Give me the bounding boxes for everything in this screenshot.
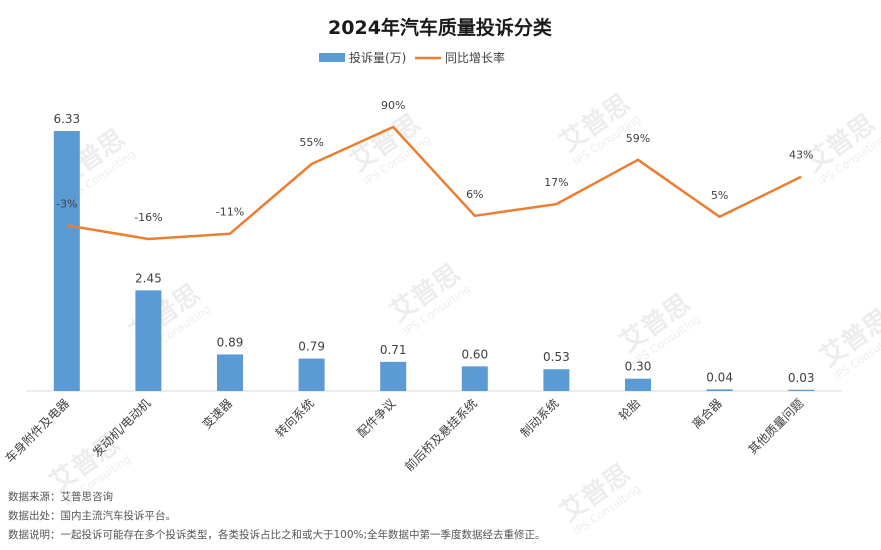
category-label: 离合器 bbox=[689, 396, 725, 432]
category-label: 制动系统 bbox=[518, 396, 562, 440]
legend: 投诉量(万) 同比增长率 bbox=[319, 50, 505, 65]
growth-value-label: 43% bbox=[789, 149, 813, 162]
bar-value-label: 0.89 bbox=[217, 335, 244, 349]
bar-series bbox=[53, 131, 815, 391]
growth-value-label: 90% bbox=[381, 99, 405, 112]
note-explanation: 数据说明：一起投诉可能存在多个投诉类型，各类投诉占比之和或大于100%;全年数据… bbox=[8, 528, 546, 541]
category-label: 车身附件及电器 bbox=[2, 396, 72, 466]
bar bbox=[625, 378, 651, 391]
line-data-labels: -3% -16% -11% 55% 90% 6% 17% 59% 5% 43% bbox=[56, 99, 813, 224]
bar bbox=[461, 366, 488, 391]
legend-line-label: 同比增长率 bbox=[445, 50, 505, 65]
growth-value-label: 59% bbox=[626, 132, 650, 145]
legend-bar-swatch bbox=[319, 53, 345, 62]
bar-value-label: 0.71 bbox=[380, 343, 407, 357]
category-label: 变速器 bbox=[199, 396, 235, 432]
growth-value-label: -11% bbox=[216, 206, 244, 219]
growth-value-label: 6% bbox=[466, 188, 483, 201]
growth-value-label: 55% bbox=[299, 136, 323, 149]
bar bbox=[135, 290, 162, 391]
bar bbox=[217, 354, 243, 391]
bar-value-label: 0.03 bbox=[788, 371, 815, 385]
bar-value-label: 0.30 bbox=[625, 360, 652, 374]
bar bbox=[298, 358, 325, 391]
bar-value-label: 0.04 bbox=[706, 370, 733, 384]
legend-bar-label: 投诉量(万) bbox=[349, 50, 406, 65]
bar-value-label: 0.79 bbox=[298, 340, 325, 354]
bar bbox=[53, 131, 80, 391]
bar-value-label: 2.45 bbox=[135, 271, 162, 285]
note-origin: 数据出处：国内主流汽车投诉平台。 bbox=[8, 509, 176, 522]
note-source: 数据来源：艾普思咨询 bbox=[8, 490, 113, 503]
bar-value-label: 0.53 bbox=[543, 350, 570, 364]
category-label: 前后桥及悬挂系统 bbox=[401, 396, 479, 474]
bar-value-label: 6.33 bbox=[53, 112, 80, 126]
category-label: 转向系统 bbox=[272, 396, 317, 441]
bar bbox=[380, 361, 407, 391]
bar bbox=[706, 389, 733, 391]
bar bbox=[543, 369, 570, 391]
bar-data-labels: 6.33 2.45 0.89 0.79 0.71 0.60 0.53 0.30 0.04 0.03 bbox=[53, 112, 814, 385]
bar-value-label: 0.60 bbox=[461, 347, 488, 361]
bar bbox=[788, 389, 815, 391]
category-label: 轮胎 bbox=[616, 396, 643, 423]
chart-title: 2024年汽车质量投诉分类 bbox=[328, 16, 552, 39]
growth-value-label: 5% bbox=[711, 189, 728, 202]
growth-value-label: 17% bbox=[544, 176, 568, 189]
growth-value-label: -16% bbox=[134, 211, 162, 224]
footnotes: 数据来源：艾普思咨询 数据出处：国内主流汽车投诉平台。 数据说明：一起投诉可能存… bbox=[8, 490, 546, 541]
category-label: 配件争议 bbox=[354, 396, 398, 440]
growth-rate-line bbox=[66, 125, 802, 241]
category-label: 其他质量问题 bbox=[745, 396, 806, 457]
growth-value-label: -3% bbox=[56, 197, 77, 210]
